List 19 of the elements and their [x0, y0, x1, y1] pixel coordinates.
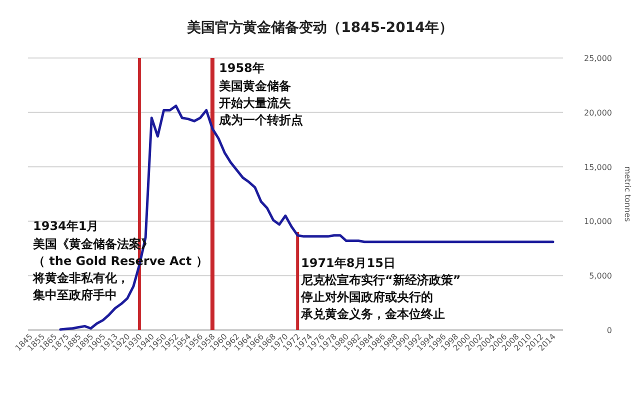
y-tick-label: 10,000: [584, 217, 612, 226]
annotation: 1934年1月: [33, 219, 99, 233]
annotation: 尼克松宣布实行“新经济政策”: [300, 273, 461, 287]
y-tick-label: 20,000: [584, 108, 612, 118]
y-tick-label: 5,000: [589, 272, 612, 281]
y-axis-title: metric tonnes: [623, 166, 632, 222]
annotation: 1971年8月15日: [301, 256, 396, 270]
y-tick-label: 0: [606, 326, 612, 335]
annotation: 1958年: [219, 61, 264, 75]
annotation: 集中至政府手中: [32, 288, 117, 302]
annotation: 美国黄金储备: [218, 79, 291, 93]
annotation: 成为一个转折点: [218, 113, 303, 127]
annotation: 将黄金非私有化，: [32, 271, 129, 285]
annotation: 停止对外国政府或央行的: [300, 290, 433, 304]
y-tick-label: 25,000: [584, 54, 612, 63]
chart-title: 美国官方黄金储备变动（1845-2014年）: [186, 19, 453, 36]
annotation: 承兑黄金义务，金本位终止: [300, 307, 445, 321]
y-tick-label: 15,000: [584, 162, 612, 172]
annotation: 开始大量流失: [218, 96, 292, 110]
